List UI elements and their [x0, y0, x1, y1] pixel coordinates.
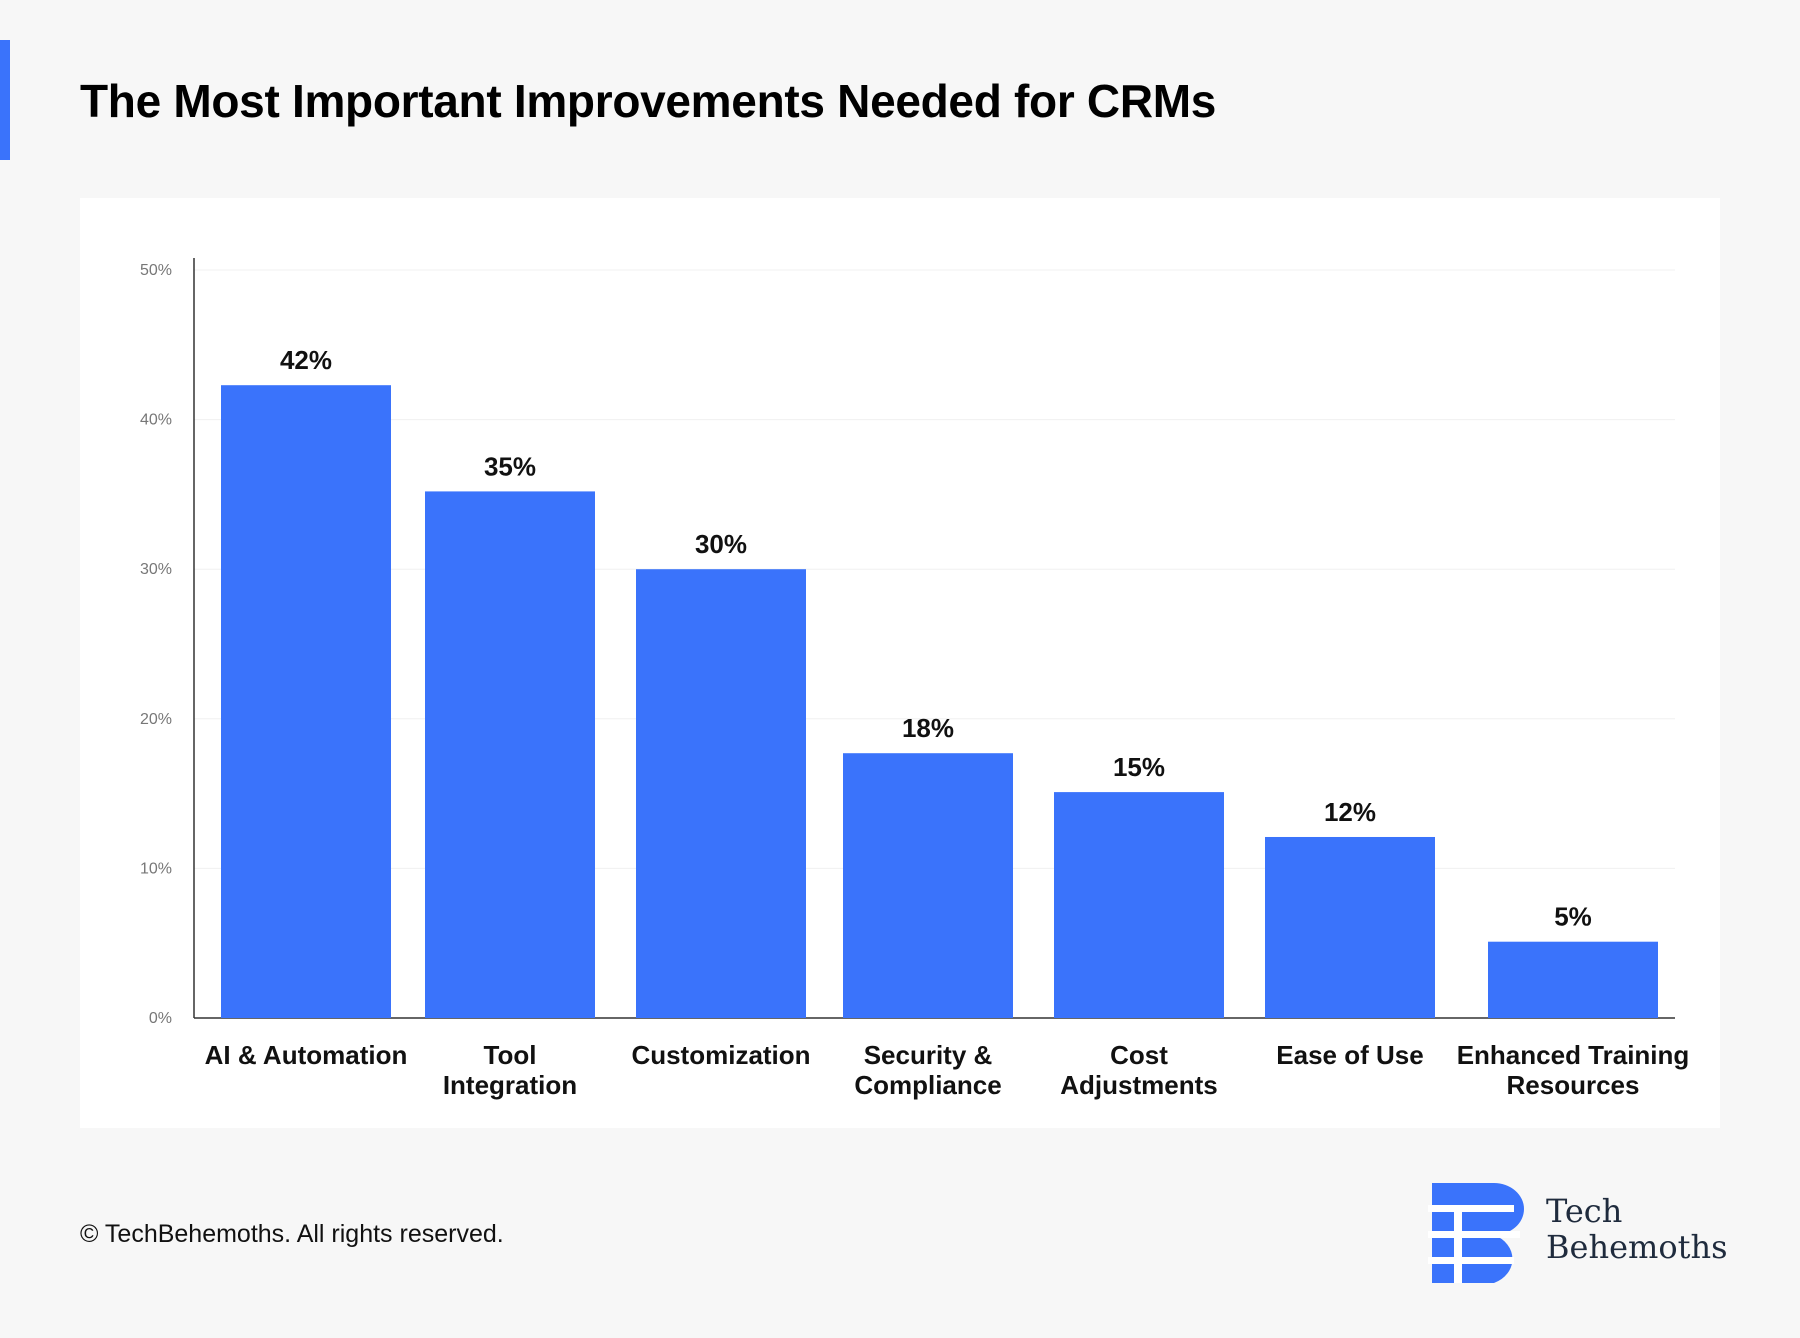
- brand-line-1: Tech: [1546, 1192, 1623, 1230]
- data-label: 42%: [280, 345, 332, 375]
- bar: [425, 491, 595, 1019]
- y-tick-label: 40%: [140, 412, 172, 429]
- data-label: 35%: [484, 451, 536, 481]
- x-tick-label: Ease of Use: [1276, 1040, 1423, 1070]
- brand-logo: Tech Behemoths: [1428, 1183, 1728, 1283]
- bar: [1265, 836, 1435, 1018]
- y-tick-label: 20%: [140, 711, 172, 728]
- x-tick-label: Enhanced Training: [1457, 1040, 1690, 1070]
- accent-bar: [0, 40, 10, 160]
- x-tick-label: Compliance: [854, 1070, 1001, 1100]
- y-tick-label: 30%: [140, 561, 172, 578]
- bar: [636, 569, 806, 1018]
- chart-panel: 0% 10% 20% 30% 40% 50% 42% AI & Automation 35% To…: [80, 198, 1720, 1128]
- x-tick-label: Tool: [484, 1040, 537, 1070]
- y-tick-label: 50%: [140, 262, 172, 279]
- bar-chart: 0% 10% 20% 30% 40% 50% 42% AI & Automation 35% To…: [140, 258, 1690, 1100]
- x-tick-label: AI & Automation: [205, 1040, 408, 1070]
- chart-title: The Most Important Improvements Needed f…: [80, 75, 1217, 127]
- copyright-footer: © TechBehemoths. All rights reserved.: [80, 1220, 504, 1248]
- bar: [843, 753, 1013, 1018]
- x-tick-label: Resources: [1507, 1070, 1640, 1100]
- data-label: 5%: [1554, 902, 1592, 932]
- data-label: 12%: [1324, 797, 1376, 827]
- data-label: 15%: [1113, 752, 1165, 782]
- brand-line-2: Behemoths: [1546, 1228, 1728, 1266]
- bar: [1488, 941, 1658, 1018]
- bar: [221, 385, 391, 1018]
- y-tick-label: 0%: [149, 1010, 172, 1027]
- data-label: 30%: [695, 529, 747, 559]
- x-tick-label: Adjustments: [1060, 1070, 1217, 1100]
- brand-name: Tech Behemoths: [1546, 1193, 1728, 1265]
- x-tick-label: Cost: [1110, 1040, 1168, 1070]
- x-tick-label: Integration: [443, 1070, 577, 1100]
- bar: [1054, 792, 1224, 1018]
- x-tick-label: Security &: [864, 1040, 993, 1070]
- y-tick-label: 10%: [140, 860, 172, 877]
- techbehemoths-logo-icon: [1428, 1183, 1524, 1283]
- x-tick-label: Customization: [631, 1040, 810, 1070]
- data-label: 18%: [902, 713, 954, 743]
